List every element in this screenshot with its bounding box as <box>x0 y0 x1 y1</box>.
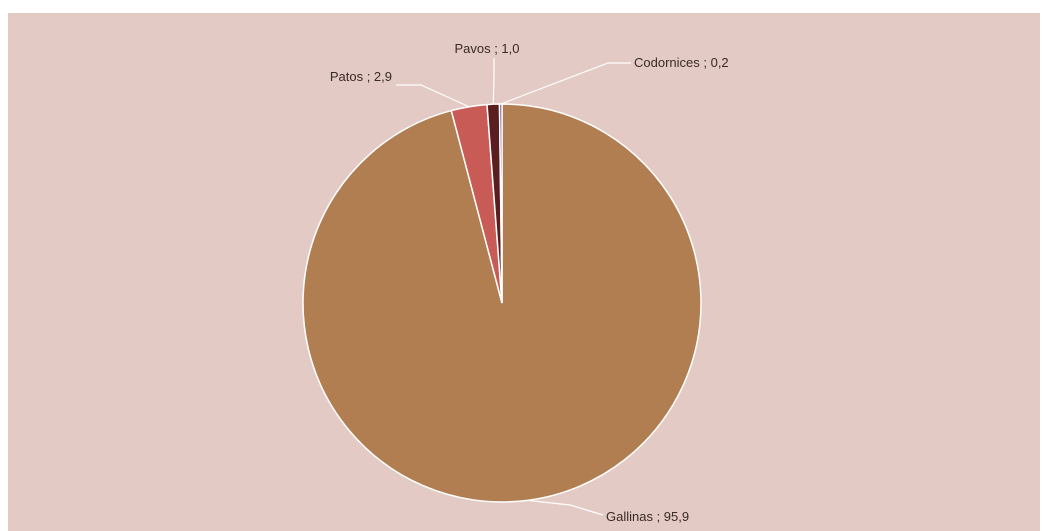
leader-lines <box>396 58 631 516</box>
label-codornices: Codornices ; 0,2 <box>634 55 729 70</box>
pie-slices <box>302 103 702 503</box>
leader-line-patos <box>396 84 470 108</box>
slice-labels: Gallinas ; 95,9 Patos ; 2,9 Pavos ; 1,0 … <box>330 41 729 524</box>
leader-line-pavos <box>492 58 495 105</box>
label-pavos: Pavos ; 1,0 <box>454 41 519 56</box>
leader-line-codornices <box>500 62 631 105</box>
label-gallinas: Gallinas ; 95,9 <box>606 509 689 524</box>
leader-line-gallinas <box>527 499 604 516</box>
label-patos: Patos ; 2,9 <box>330 69 392 84</box>
